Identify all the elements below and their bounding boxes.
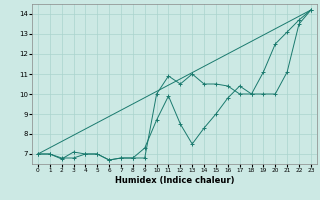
X-axis label: Humidex (Indice chaleur): Humidex (Indice chaleur)	[115, 176, 234, 185]
